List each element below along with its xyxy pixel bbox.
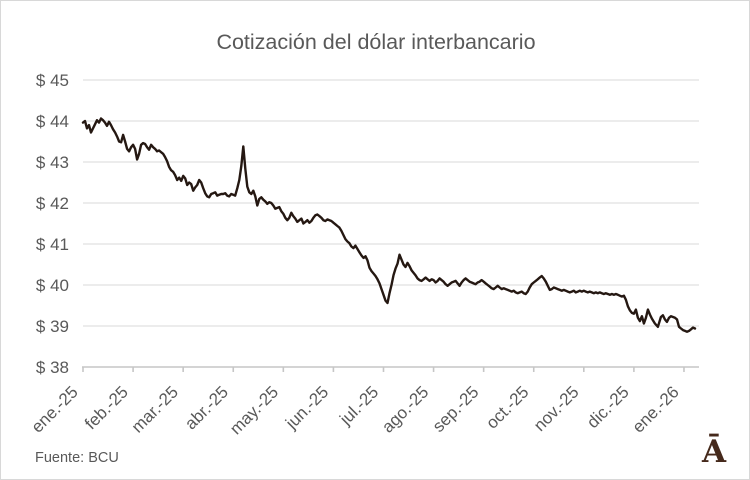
x-axis-label: ago.-25 — [378, 382, 432, 436]
x-axis-label: may.-25 — [226, 382, 282, 438]
y-axis-label: $ 40 — [36, 276, 69, 295]
chart-title: Cotización del dólar interbancario — [216, 30, 535, 54]
source-note: Fuente: BCU — [35, 450, 119, 466]
x-axis-label: ene.-26 — [629, 382, 683, 436]
x-axis-label: sep.-25 — [429, 382, 483, 436]
y-axis-label: $ 39 — [36, 317, 69, 336]
axes-group: $ 45 $ 44 $ 43 $ 42 $ 41 $ 40 $ 39 $ 38 ene.-25 f… — [28, 71, 699, 438]
x-axis-label: nov.-25 — [530, 382, 583, 435]
brand-logo: Ā — [701, 433, 727, 470]
y-axis-label: $ 43 — [36, 153, 69, 172]
x-axis-label: mar.-25 — [128, 382, 182, 436]
x-axis-label: dic.-25 — [583, 382, 633, 432]
x-axis-label: jul.-25 — [335, 382, 382, 429]
x-axis-label: ene.-25 — [28, 382, 82, 436]
x-axis-label: feb.-25 — [81, 382, 132, 433]
y-axis-label: $ 45 — [36, 71, 69, 90]
x-axis-label: jun.-25 — [281, 382, 332, 433]
y-axis-label: $ 42 — [36, 194, 69, 213]
y-axis-label: $ 44 — [36, 112, 69, 131]
y-axis-label: $ 38 — [36, 358, 69, 377]
series-group — [81, 117, 697, 333]
x-axis-label: abr.-25 — [181, 382, 232, 433]
x-axis-label: oct.-25 — [482, 382, 532, 432]
price-line — [81, 117, 697, 333]
y-axis-label: $ 41 — [36, 235, 69, 254]
